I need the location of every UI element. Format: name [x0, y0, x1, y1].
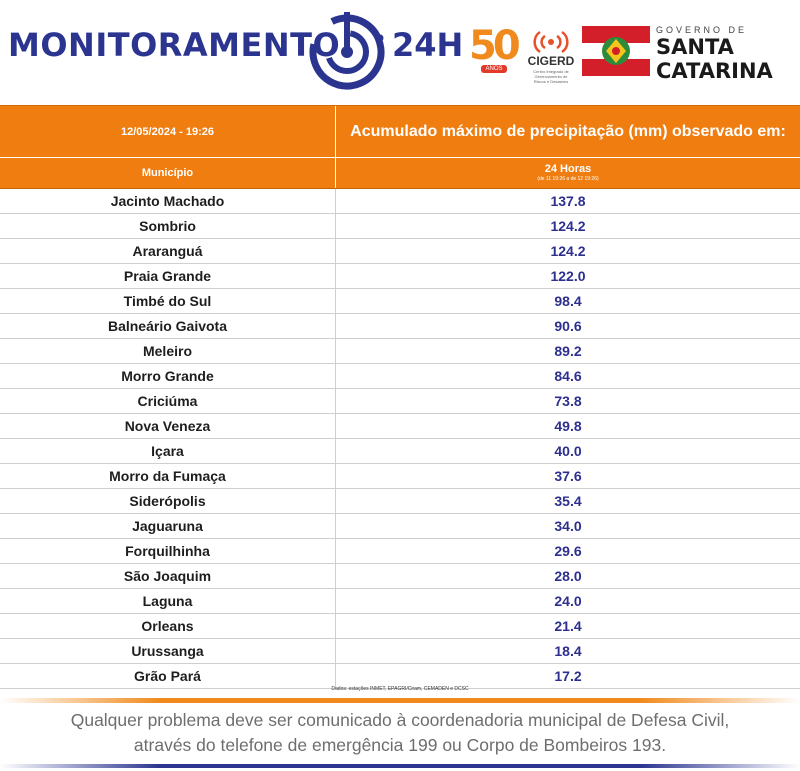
column-headers: Município 24 Horas (de 11 19:26 a de 12 … — [0, 157, 800, 189]
precipitation-value: 49.8 — [554, 418, 582, 434]
municipio-name: Jacinto Machado — [0, 189, 336, 213]
municipio-name: Criciúma — [0, 389, 336, 413]
municipio-name: Sombrio — [0, 214, 336, 238]
municipio-name: Timbé do Sul — [0, 289, 336, 313]
precipitation-value: 29.6 — [554, 543, 582, 559]
table-row: Jacinto Machado 137.8 — [0, 189, 800, 214]
municipio-name: Içara — [0, 439, 336, 463]
precipitation-value: 137.8 — [550, 193, 586, 209]
table-row: Criciúma 73.8 — [0, 389, 800, 414]
municipio-name: Araranguá — [0, 239, 336, 263]
table-row: Araranguá 124.2 — [0, 239, 800, 264]
precipitation-value: 28.0 — [554, 568, 582, 584]
cigerd-logo: CIGERD Centro Integrado de Gerenciamento… — [524, 26, 578, 84]
precipitation-value: 18.4 — [554, 643, 582, 659]
table-row: Siderópolis 35.4 — [0, 489, 800, 514]
brand-title: MONITORAMENTO — [8, 26, 341, 64]
precipitation-value: 34.0 — [554, 518, 582, 534]
divider — [0, 698, 800, 703]
brand-24h: 24H — [392, 26, 464, 64]
report-date: 12/05/2024 - 19:26 — [0, 106, 336, 157]
table-row: Meleiro 89.2 — [0, 339, 800, 364]
notice: Qualquer problema deve ser comunicado à … — [70, 710, 730, 755]
table-row: Balneário Gaivota 90.6 — [0, 314, 800, 339]
precipitation-value: 90.6 — [554, 318, 582, 334]
municipio-name: Urussanga — [0, 639, 336, 663]
radar-icon — [309, 12, 385, 90]
table-row: Içara 40.0 — [0, 439, 800, 464]
table-row: Urussanga 18.4 — [0, 639, 800, 664]
table-row: Nova Veneza 49.8 — [0, 414, 800, 439]
precipitation-value: 40.0 — [554, 443, 582, 459]
municipio-name: Morro Grande — [0, 364, 336, 388]
precipitation-value: 84.6 — [554, 368, 582, 384]
municipio-name: São Joaquim — [0, 564, 336, 588]
municipio-name: Forquilhinha — [0, 539, 336, 563]
precipitation-value: 37.6 — [554, 468, 582, 484]
municipio-name: Meleiro — [0, 339, 336, 363]
precipitation-value: 21.4 — [554, 618, 582, 634]
column-header-municipio: Município — [0, 158, 336, 188]
municipio-name: Siderópolis — [0, 489, 336, 513]
municipio-name: Balneário Gaivota — [0, 314, 336, 338]
divider — [0, 764, 800, 768]
table-row: Timbé do Sul 98.4 — [0, 289, 800, 314]
precipitation-table: 12/05/2024 - 19:26 Acumulado máximo de p… — [0, 105, 800, 689]
table-row: Praia Grande 122.0 — [0, 264, 800, 289]
precipitation-value: 24.0 — [554, 593, 582, 609]
table-row: Grão Pará 17.2 — [0, 664, 800, 689]
precipitation-value: 89.2 — [554, 343, 582, 359]
column-header-period: 24 Horas (de 11 19:26 a de 12 19:26) — [537, 163, 599, 182]
municipio-name: Grão Pará — [0, 664, 336, 688]
table-body: Jacinto Machado 137.8 Sombrio 124.2 Ararangu… — [0, 189, 800, 689]
municipio-name: Nova Veneza — [0, 414, 336, 438]
table-row: Forquilhinha 29.6 — [0, 539, 800, 564]
precipitation-value: 17.2 — [554, 668, 582, 684]
precipitation-value: 124.2 — [550, 218, 586, 234]
municipio-name: Praia Grande — [0, 264, 336, 288]
table-row: Sombrio 124.2 — [0, 214, 800, 239]
municipio-name: Orleans — [0, 614, 336, 638]
municipio-name: Morro da Fumaça — [0, 464, 336, 488]
precipitation-value: 124.2 — [550, 243, 586, 259]
table-row: Morro Grande 84.6 — [0, 364, 800, 389]
santa-catarina-flag — [582, 26, 650, 76]
table-row: Morro da Fumaça 37.6 — [0, 464, 800, 489]
signal-icon — [533, 30, 569, 54]
table-row: São Joaquim 28.0 — [0, 564, 800, 589]
municipio-name: Laguna — [0, 589, 336, 613]
municipio-name: Jaguaruna — [0, 514, 336, 538]
precipitation-value: 122.0 — [550, 268, 586, 284]
government-logo: GOVERNO DE SANTA CATARINA — [656, 25, 773, 83]
precipitation-value: 73.8 — [554, 393, 582, 409]
header: MONITORAMENTO 24H 50 ANOS CIGERD Centro … — [0, 0, 800, 103]
precipitation-value: 35.4 — [554, 493, 582, 509]
anniversary-logo: 50 ANOS — [469, 23, 521, 73]
table-row: Laguna 24.0 — [0, 589, 800, 614]
table-header: 12/05/2024 - 19:26 Acumulado máximo de p… — [0, 105, 800, 157]
data-source: Dados: estações INMET, EPAGRI/Ciram, CEM… — [331, 686, 469, 692]
table-row: Orleans 21.4 — [0, 614, 800, 639]
table-row: Jaguaruna 34.0 — [0, 514, 800, 539]
table-title: Acumulado máximo de precipitação (mm) ob… — [350, 122, 786, 140]
precipitation-value: 98.4 — [554, 293, 582, 309]
